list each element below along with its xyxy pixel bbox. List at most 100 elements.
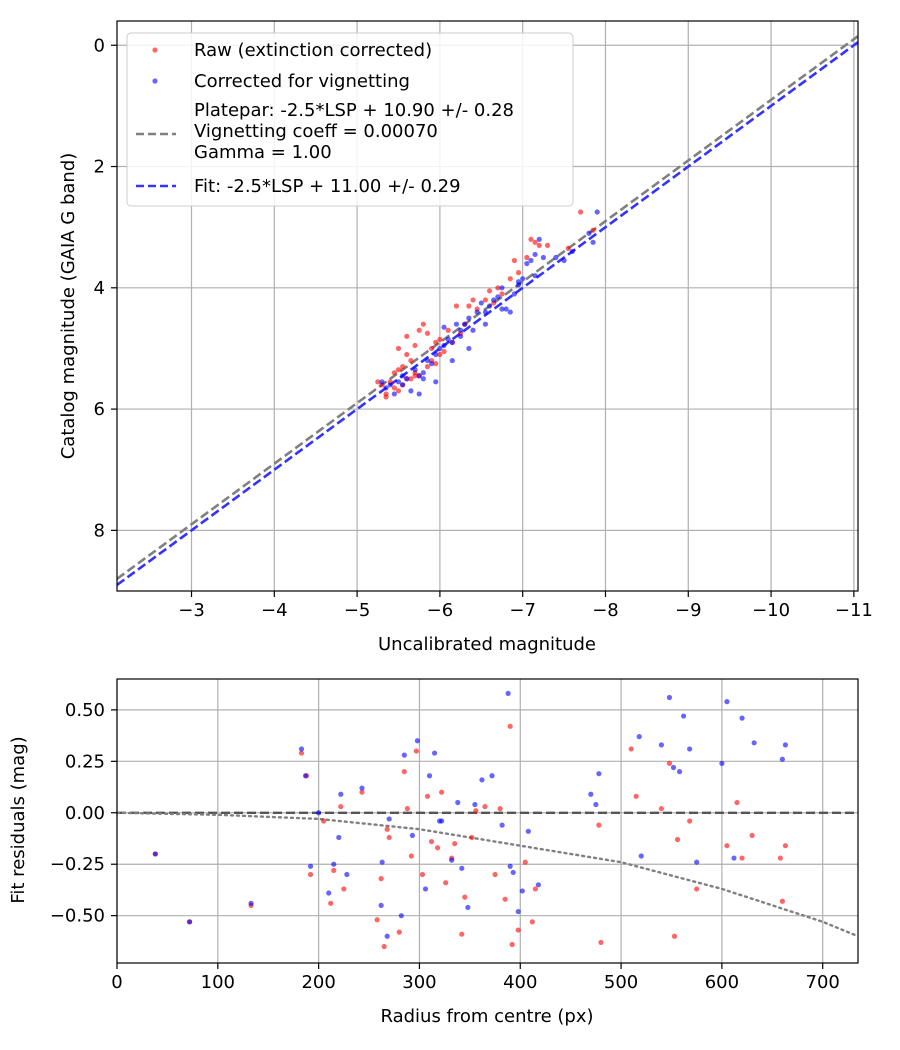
calibration-point-s1 bbox=[495, 294, 501, 300]
residuals-point-s1 bbox=[666, 694, 673, 701]
calibration-point-s1 bbox=[433, 351, 439, 358]
calibration-point-s1 bbox=[449, 357, 455, 364]
calibration-point-s1 bbox=[416, 373, 422, 379]
calibration-point-s1 bbox=[457, 327, 464, 333]
calibration-point-s0 bbox=[391, 370, 397, 376]
residuals-point-s1 bbox=[593, 801, 599, 808]
calibration-point-s1 bbox=[400, 373, 406, 379]
calibration-point-s1 bbox=[515, 282, 522, 288]
residuals-y-tick-label: −0.50 bbox=[50, 906, 105, 927]
calibration-point-s1 bbox=[429, 361, 435, 367]
calibration-y-axis-label: Catalog magnitude (GAIA G band) bbox=[58, 153, 79, 460]
calibration-point-s0 bbox=[507, 276, 513, 282]
residuals-point-s0 bbox=[482, 803, 488, 810]
residuals-point-s0 bbox=[666, 760, 673, 766]
calibration-point-s1 bbox=[441, 324, 447, 330]
residuals-point-s0 bbox=[633, 793, 639, 799]
residuals-point-s1 bbox=[499, 822, 505, 828]
calibration-point-s1 bbox=[437, 345, 443, 352]
calibration-points bbox=[375, 209, 600, 400]
residuals-point-s0 bbox=[386, 834, 392, 841]
residuals-point-s1 bbox=[455, 799, 461, 806]
residuals-point-s1 bbox=[426, 773, 433, 779]
calibration-x-tick-label: −8 bbox=[592, 600, 619, 621]
calibration-y-tick-label: 2 bbox=[94, 157, 105, 178]
residuals-point-s0 bbox=[413, 748, 420, 754]
calibration-point-s0 bbox=[532, 239, 538, 245]
residuals-point-s1 bbox=[510, 869, 516, 876]
residuals-x-tick-label: 0 bbox=[111, 972, 122, 993]
residuals-point-s0 bbox=[658, 806, 665, 812]
residuals-point-s0 bbox=[529, 919, 535, 925]
calibration-point-s1 bbox=[445, 336, 451, 342]
calibration-point-s1 bbox=[524, 260, 530, 267]
calibration-plot-frame bbox=[116, 20, 859, 592]
legend-label-raw: Raw (extinction corrected) bbox=[194, 40, 432, 61]
residuals-point-s1 bbox=[186, 919, 193, 925]
calibration-point-s0 bbox=[536, 242, 542, 248]
calibration-point-s0 bbox=[375, 379, 381, 385]
legend-marker-corrected bbox=[152, 78, 158, 84]
residuals-point-s1 bbox=[378, 902, 384, 908]
calibration-point-s1 bbox=[404, 376, 410, 382]
residuals-point-s0 bbox=[439, 789, 445, 795]
residuals-point-s1 bbox=[379, 859, 385, 865]
calibration-point-s1 bbox=[553, 254, 559, 261]
residuals-point-s1 bbox=[687, 746, 693, 752]
residuals-point-s0 bbox=[522, 859, 528, 865]
residuals-point-s1 bbox=[739, 715, 745, 721]
calibration-point-s0 bbox=[395, 345, 402, 352]
calibration-point-s1 bbox=[520, 276, 526, 282]
residuals-point-s0 bbox=[596, 822, 602, 828]
residuals-point-s0 bbox=[462, 894, 468, 900]
residuals-x-tick-label: 300 bbox=[402, 972, 436, 993]
residuals-point-s1 bbox=[449, 857, 455, 863]
residuals-point-s0 bbox=[509, 941, 515, 948]
residuals-point-s1 bbox=[359, 785, 365, 791]
calibration-point-s1 bbox=[528, 257, 534, 264]
residuals-point-s1 bbox=[519, 888, 525, 894]
calibration-point-s0 bbox=[482, 297, 489, 303]
residuals-point-s0 bbox=[321, 818, 327, 824]
residuals-point-s1 bbox=[344, 871, 350, 878]
residuals-y-tick-label: −0.25 bbox=[50, 854, 105, 875]
calibration-point-s0 bbox=[412, 342, 418, 349]
calibration-y-ticks: 0 2 4 6 8 bbox=[94, 35, 117, 541]
residuals-x-tick-label: 600 bbox=[705, 972, 739, 993]
calibration-point-s1 bbox=[486, 303, 493, 309]
residuals-point-s0 bbox=[328, 900, 334, 906]
calibration-point-s1 bbox=[474, 309, 480, 315]
residuals-point-s1 bbox=[670, 764, 677, 771]
residuals-x-tick-label: 200 bbox=[301, 972, 335, 993]
residuals-point-s1 bbox=[676, 769, 683, 775]
residuals-point-s1 bbox=[414, 738, 421, 744]
residuals-point-s1 bbox=[316, 810, 322, 816]
residuals-point-s0 bbox=[424, 793, 431, 799]
residuals-point-s0 bbox=[671, 933, 678, 939]
residuals-point-s1 bbox=[331, 861, 337, 867]
calibration-point-s0 bbox=[395, 388, 402, 394]
residuals-point-s1 bbox=[596, 771, 602, 777]
residuals-point-s1 bbox=[248, 900, 254, 906]
calibration-point-s0 bbox=[424, 330, 431, 336]
calibration-point-s0 bbox=[544, 242, 551, 248]
residuals-point-s1 bbox=[507, 863, 513, 869]
calibration-point-s1 bbox=[466, 315, 472, 321]
residuals-point-s0 bbox=[419, 871, 426, 878]
residuals-point-s0 bbox=[404, 806, 410, 812]
calibration-x-tick-label: −10 bbox=[752, 600, 790, 621]
legend-marker-raw bbox=[152, 47, 158, 53]
residuals-point-s1 bbox=[680, 713, 687, 719]
calibration-point-s0 bbox=[486, 288, 493, 294]
residuals-point-s0 bbox=[734, 799, 740, 806]
calibration-x-tick-label: −3 bbox=[178, 600, 205, 621]
residuals-point-s0 bbox=[359, 789, 365, 795]
legend-label-platepar-line: Vignetting coeff = 0.00070 bbox=[194, 121, 438, 142]
calibration-point-s1 bbox=[416, 391, 422, 397]
calibration-x-tick-label: −9 bbox=[675, 600, 702, 621]
calibration-point-s1 bbox=[424, 357, 431, 364]
calibration-point-s1 bbox=[462, 321, 468, 327]
calibration-point-s0 bbox=[424, 364, 431, 370]
residuals-point-s1 bbox=[459, 865, 465, 871]
